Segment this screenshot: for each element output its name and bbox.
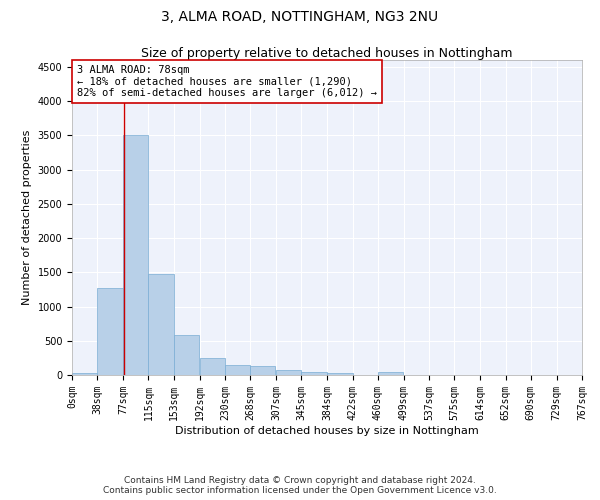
Text: 3 ALMA ROAD: 78sqm
← 18% of detached houses are smaller (1,290)
82% of semi-deta: 3 ALMA ROAD: 78sqm ← 18% of detached hou… — [77, 64, 377, 98]
Bar — [328, 372, 353, 375]
X-axis label: Distribution of detached houses by size in Nottingham: Distribution of detached houses by size … — [175, 426, 479, 436]
Bar — [97, 288, 122, 375]
Bar — [72, 373, 97, 375]
Title: Size of property relative to detached houses in Nottingham: Size of property relative to detached ho… — [141, 47, 513, 60]
Bar — [174, 336, 199, 375]
Text: 3, ALMA ROAD, NOTTINGHAM, NG3 2NU: 3, ALMA ROAD, NOTTINGHAM, NG3 2NU — [161, 10, 439, 24]
Bar — [225, 366, 250, 375]
Text: Contains HM Land Registry data © Crown copyright and database right 2024.
Contai: Contains HM Land Registry data © Crown c… — [103, 476, 497, 495]
Bar — [378, 372, 403, 375]
Y-axis label: Number of detached properties: Number of detached properties — [22, 130, 32, 305]
Bar — [148, 274, 174, 375]
Bar — [276, 370, 301, 375]
Bar — [250, 366, 275, 375]
Bar — [200, 358, 225, 375]
Bar — [301, 372, 326, 375]
Bar — [123, 136, 148, 375]
